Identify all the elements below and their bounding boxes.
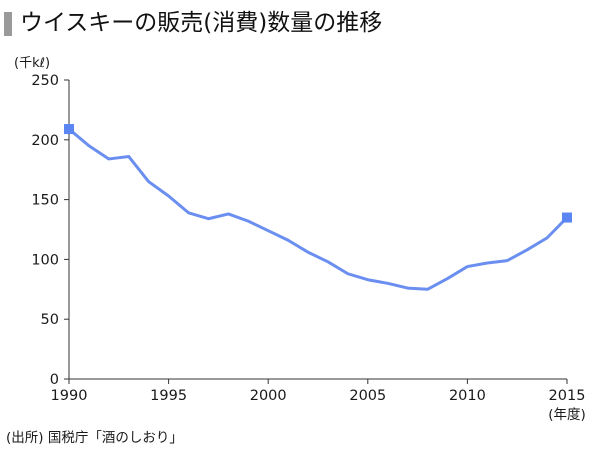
y-tick-label: 250 (31, 73, 59, 89)
page-title: ウイスキーの販売(消費)数量の推移 (20, 10, 383, 36)
x-tick-label: 2010 (449, 388, 486, 404)
x-tick-label: 1990 (51, 388, 88, 404)
x-tick-label: 2005 (349, 388, 386, 404)
source-note: (出所) 国税庁「酒のしおり」 (6, 430, 183, 446)
y-axis-unit-label: (千kℓ) (14, 56, 50, 71)
x-tick-label: 2000 (250, 388, 287, 404)
y-tick-label: 50 (41, 312, 59, 328)
end-marker (562, 212, 572, 223)
y-tick-label: 0 (50, 372, 59, 388)
x-tick-label: 1995 (150, 388, 187, 404)
y-tick-label: 100 (31, 252, 59, 268)
y-tick-label: 200 (31, 133, 59, 149)
end-marker (64, 124, 74, 135)
title-accent-bar (4, 12, 12, 36)
x-axis-unit-label: (年度) (548, 407, 586, 423)
y-tick-label: 150 (31, 193, 59, 209)
series-line (67, 127, 569, 291)
x-tick-label: 2015 (549, 388, 586, 404)
